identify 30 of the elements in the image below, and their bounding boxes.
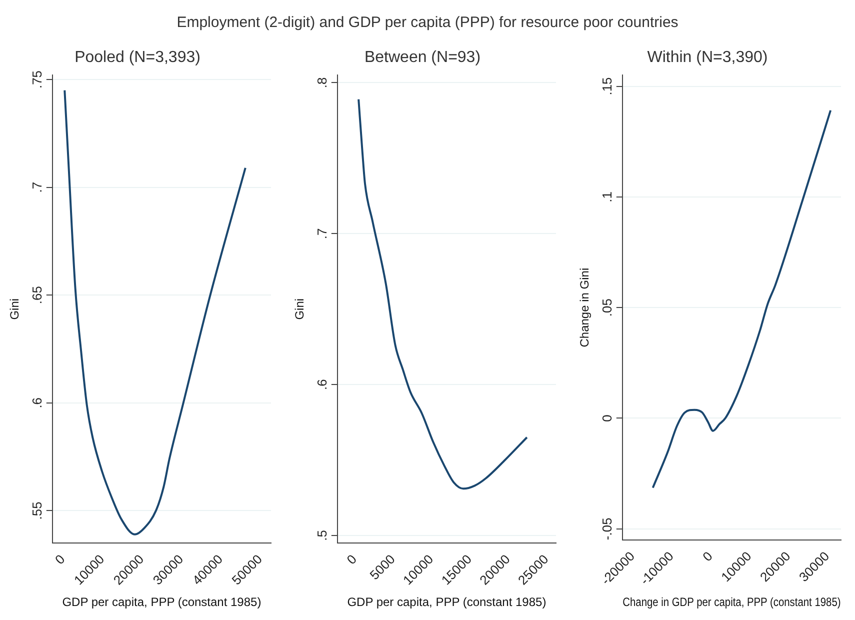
chart-title: Within (N=3,390) xyxy=(647,49,768,66)
y-tick-label: .7 xyxy=(29,182,44,193)
line-series xyxy=(358,98,528,490)
line-series xyxy=(64,89,246,536)
chart-title: Between (N=93) xyxy=(364,49,481,66)
y-tick-label: .65 xyxy=(29,286,44,304)
chart-title: Pooled (N=3,393) xyxy=(74,49,200,66)
x-tick-label: 0 xyxy=(700,548,716,564)
x-tick-label: 0 xyxy=(344,552,360,568)
y-axis-title: Gini xyxy=(8,298,22,320)
y-tick-label: -.05 xyxy=(599,518,614,540)
y-tick-label: .5 xyxy=(314,530,330,541)
x-axis-title: GDP per capita, PPP (constant 1985) xyxy=(62,595,262,610)
x-axis-title: GDP per capita, PPP (constant 1985) xyxy=(347,595,546,610)
y-tick-label: .55 xyxy=(29,502,44,520)
y-tick-label: .6 xyxy=(29,397,44,408)
y-tick-label: .6 xyxy=(314,379,330,390)
text: Employment (2-digit) and GDP per capita (PPP) for resource poor countries xyxy=(176,14,680,31)
x-axis-title: Change in GDP per capita, PPP (constant 1985) xyxy=(622,596,842,610)
x-tick-label: 0 xyxy=(52,552,68,568)
y-tick-label: .75 xyxy=(29,70,44,89)
y-tick-label: .7 xyxy=(314,228,330,240)
y-tick-label: .05 xyxy=(599,298,614,317)
y-axis-title: Gini xyxy=(292,298,307,320)
line-series xyxy=(652,109,832,489)
y-axis-title: Change in Gini xyxy=(578,268,592,348)
y-tick-label: 0 xyxy=(599,414,614,422)
y-tick-label: .1 xyxy=(599,191,614,202)
y-tick-label: .8 xyxy=(314,77,330,88)
y-tick-label: .15 xyxy=(599,77,614,96)
